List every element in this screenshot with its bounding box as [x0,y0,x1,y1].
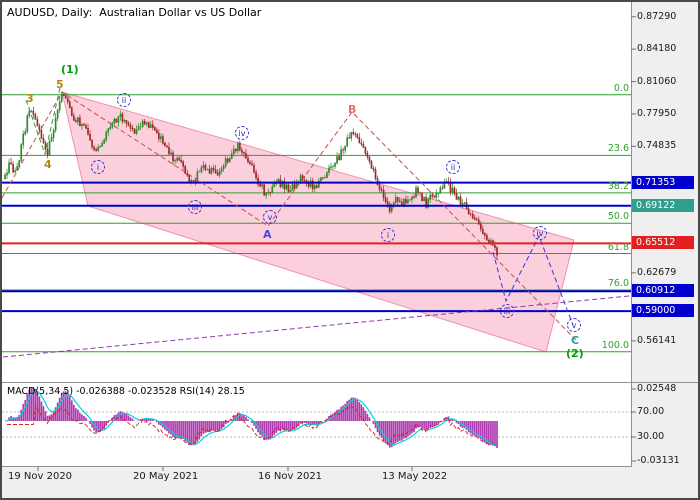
date-label: 19 Nov 2020 [8,471,73,482]
wave-label: 5 [56,78,64,91]
price-axis[interactable] [632,2,698,466]
date-label: 13 May 2022 [382,471,448,482]
wave-label: ii [446,160,460,174]
price-line-badge[interactable]: 0.65512 [632,236,694,250]
wave-label: ii [117,93,131,107]
price-tick: 0.62679 [637,266,677,278]
price-tick: 0.77950 [637,107,677,119]
wave-label: iii [188,200,202,214]
axis-divider [632,382,698,383]
indicator-tick: 30.00 [637,431,665,442]
price-line-badge[interactable]: 0.71353 [632,175,694,189]
fib-level-label: 61.8 [607,241,629,253]
indicator-title: MACD(5,34,5) -0.026388 -0.023528 RSI(14)… [7,386,245,397]
price-line-badge[interactable]: 0.60912 [632,284,694,298]
price-tick: 0.74835 [637,140,677,152]
price-chart-panel[interactable] [2,2,632,383]
fib-level-label: 76.0 [607,278,629,290]
indicator-tick: 70.00 [637,406,665,417]
wave-label: v [263,210,277,224]
price-tick: 0.84180 [637,43,677,55]
fib-level-label: 38.2 [607,180,629,192]
chart-title: AUDUSD, Daily: Australian Dollar vs US D… [7,6,262,19]
wave-label: i [91,160,105,174]
indicator-tick: -0.03131 [637,455,680,466]
wave-label: 3 [26,92,34,105]
fib-level-label: 50.0 [607,211,629,223]
wave-label: (2) [566,347,584,360]
wave-label: C [571,334,580,347]
wave-label: iv [235,126,249,140]
wave-label: 4 [44,158,52,171]
wave-label: iv [533,226,547,240]
date-label: 20 May 2021 [133,471,199,482]
wave-label: A [263,228,272,241]
wave-label: v [567,318,581,332]
price-line-badge[interactable]: 0.59000 [632,304,694,318]
price-tick: 0.87290 [637,10,677,22]
date-label: 16 Nov 2021 [258,471,323,482]
wave-label: iii [500,304,514,318]
fib-level-label: 0.0 [613,82,629,94]
wave-label: B [348,103,357,116]
price-tick: 0.56141 [637,334,677,346]
indicator-tick: 0.02548 [637,383,677,394]
date-axis[interactable] [2,467,698,498]
wave-label: (1) [61,63,79,76]
wave-label: i [381,228,395,242]
fib-level-label: 23.6 [607,143,629,155]
price-line-badge[interactable]: 0.69122 [632,198,694,212]
fib-level-label: 100.0 [601,339,629,351]
price-tick: 0.81060 [637,75,677,87]
